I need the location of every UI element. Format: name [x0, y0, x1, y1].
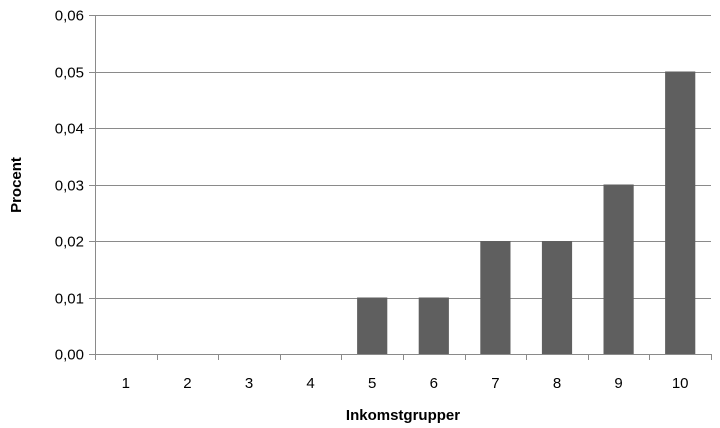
- axes: [89, 15, 712, 360]
- x-tick-labels: 1 2 3 4 5 6 7 8 9 10: [122, 375, 689, 392]
- y-tick-label: 0,02: [55, 234, 84, 251]
- bar-10: [665, 71, 696, 354]
- x-tick-label: 10: [672, 375, 689, 392]
- x-tick-label: 1: [122, 375, 130, 392]
- y-axis-title: Procent: [8, 157, 25, 213]
- x-tick-label: 8: [553, 375, 561, 392]
- bar-5: [357, 297, 388, 354]
- y-tick-label: 0,03: [55, 178, 84, 195]
- x-axis-title: Inkomstgrupper: [346, 407, 460, 424]
- bar-9: [603, 184, 634, 354]
- x-tick-label: 5: [368, 375, 376, 392]
- x-tick-label: 7: [491, 375, 499, 392]
- y-tick-labels: 0,00 0,01 0,02 0,03 0,04 0,05 0,06: [55, 8, 84, 364]
- y-tick-label: 0,05: [55, 65, 84, 82]
- y-tick-label: 0,00: [55, 347, 84, 364]
- y-tick-label: 0,01: [55, 291, 84, 308]
- x-tick-label: 6: [430, 375, 438, 392]
- y-tick-label: 0,06: [55, 8, 84, 25]
- bar-8: [541, 241, 573, 354]
- bars: [357, 71, 696, 354]
- x-tick-label: 3: [245, 375, 253, 392]
- bar-7: [480, 241, 511, 354]
- x-tick-label: 9: [614, 375, 622, 392]
- y-tick-label: 0,04: [55, 121, 84, 138]
- x-tick-label: 4: [306, 375, 314, 392]
- bar-6: [418, 297, 449, 354]
- x-tick-label: 2: [183, 375, 191, 392]
